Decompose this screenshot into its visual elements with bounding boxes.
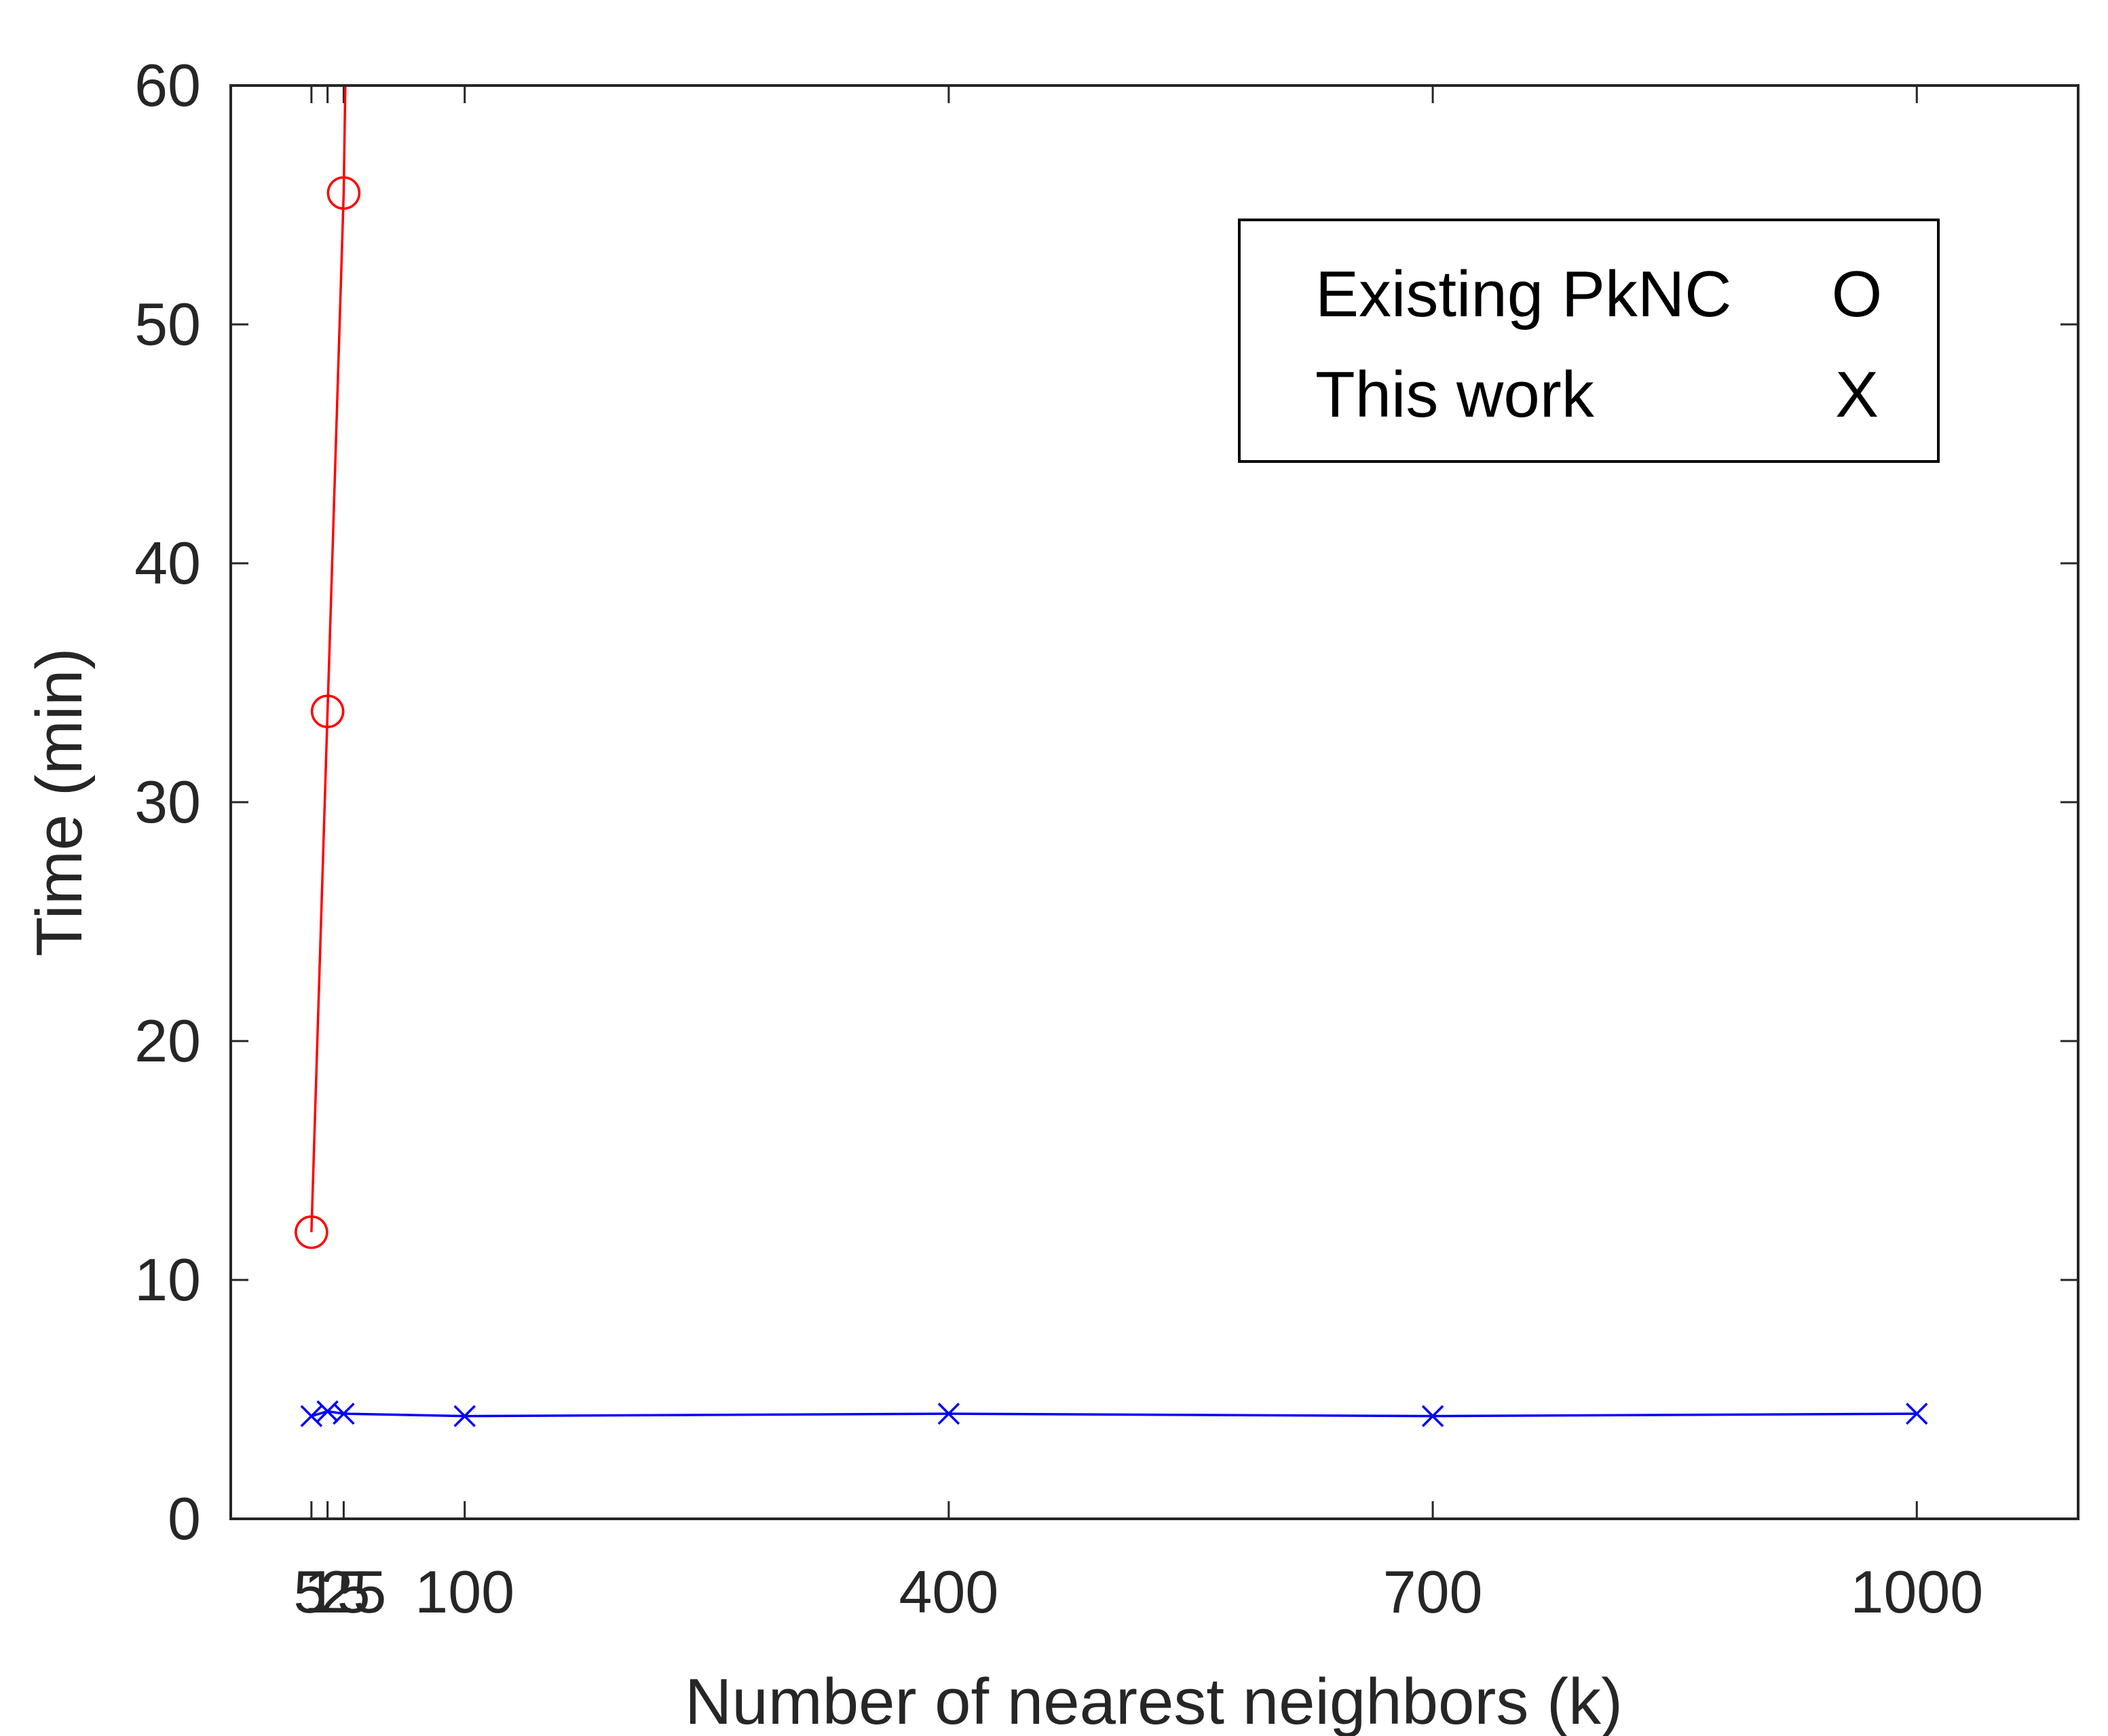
x-tick-label: 100 <box>415 1558 514 1625</box>
legend-label-this-work: This work <box>1315 358 1595 431</box>
y-tick-label: 0 <box>168 1485 201 1552</box>
data-point-x <box>937 1402 960 1425</box>
data-point-x-stroke <box>333 1402 355 1425</box>
legend: Existing PkNC O This work X <box>1238 219 1940 463</box>
y-tick-label: 60 <box>134 52 201 119</box>
series-line <box>310 85 347 1232</box>
x-tick-label: 5 <box>293 1558 326 1625</box>
plot-area-border <box>229 84 2079 1520</box>
y-tick-label: 50 <box>134 290 201 358</box>
data-point-x <box>453 1405 476 1427</box>
data-point-x <box>300 1405 323 1427</box>
data-point-x-stroke <box>1421 1405 1444 1427</box>
data-point-x-stroke <box>937 1402 960 1425</box>
x-axis-label: Number of nearest neighbors (k) <box>685 1665 1623 1736</box>
data-point-x-stroke <box>453 1405 476 1427</box>
series-layer <box>295 85 1928 1427</box>
legend-box <box>1238 219 1940 463</box>
x-tick-label: 15 <box>304 1558 371 1625</box>
data-point-circle <box>310 694 345 728</box>
legend-label-existing-pknc: Existing PkNC <box>1315 258 1732 331</box>
y-tick-label: 40 <box>134 529 201 597</box>
data-point-x <box>1906 1402 1928 1425</box>
data-point-x <box>333 1402 355 1425</box>
y-tick-label: 20 <box>134 1007 201 1074</box>
y-tick-label: 10 <box>134 1246 201 1313</box>
x-tick-label: 25 <box>320 1558 386 1625</box>
data-point-circle <box>326 176 361 210</box>
data-point-circle <box>295 1215 328 1249</box>
legend-marker-this-work: X <box>1835 358 1879 431</box>
x-tick-label: 700 <box>1383 1558 1483 1625</box>
series-existing-pknc <box>295 85 361 1249</box>
y-axis-label: Time (min) <box>23 647 96 956</box>
series-this-work <box>300 1400 1928 1427</box>
legend-marker-existing-pknc: O <box>1832 258 1883 331</box>
data-point-x-stroke <box>300 1405 323 1427</box>
data-point-x <box>1421 1405 1444 1427</box>
data-point-x-stroke <box>1906 1402 1928 1425</box>
x-tick-label: 400 <box>899 1558 998 1625</box>
y-tick-label: 30 <box>134 768 201 835</box>
x-tick-label: 1000 <box>1850 1558 1983 1625</box>
